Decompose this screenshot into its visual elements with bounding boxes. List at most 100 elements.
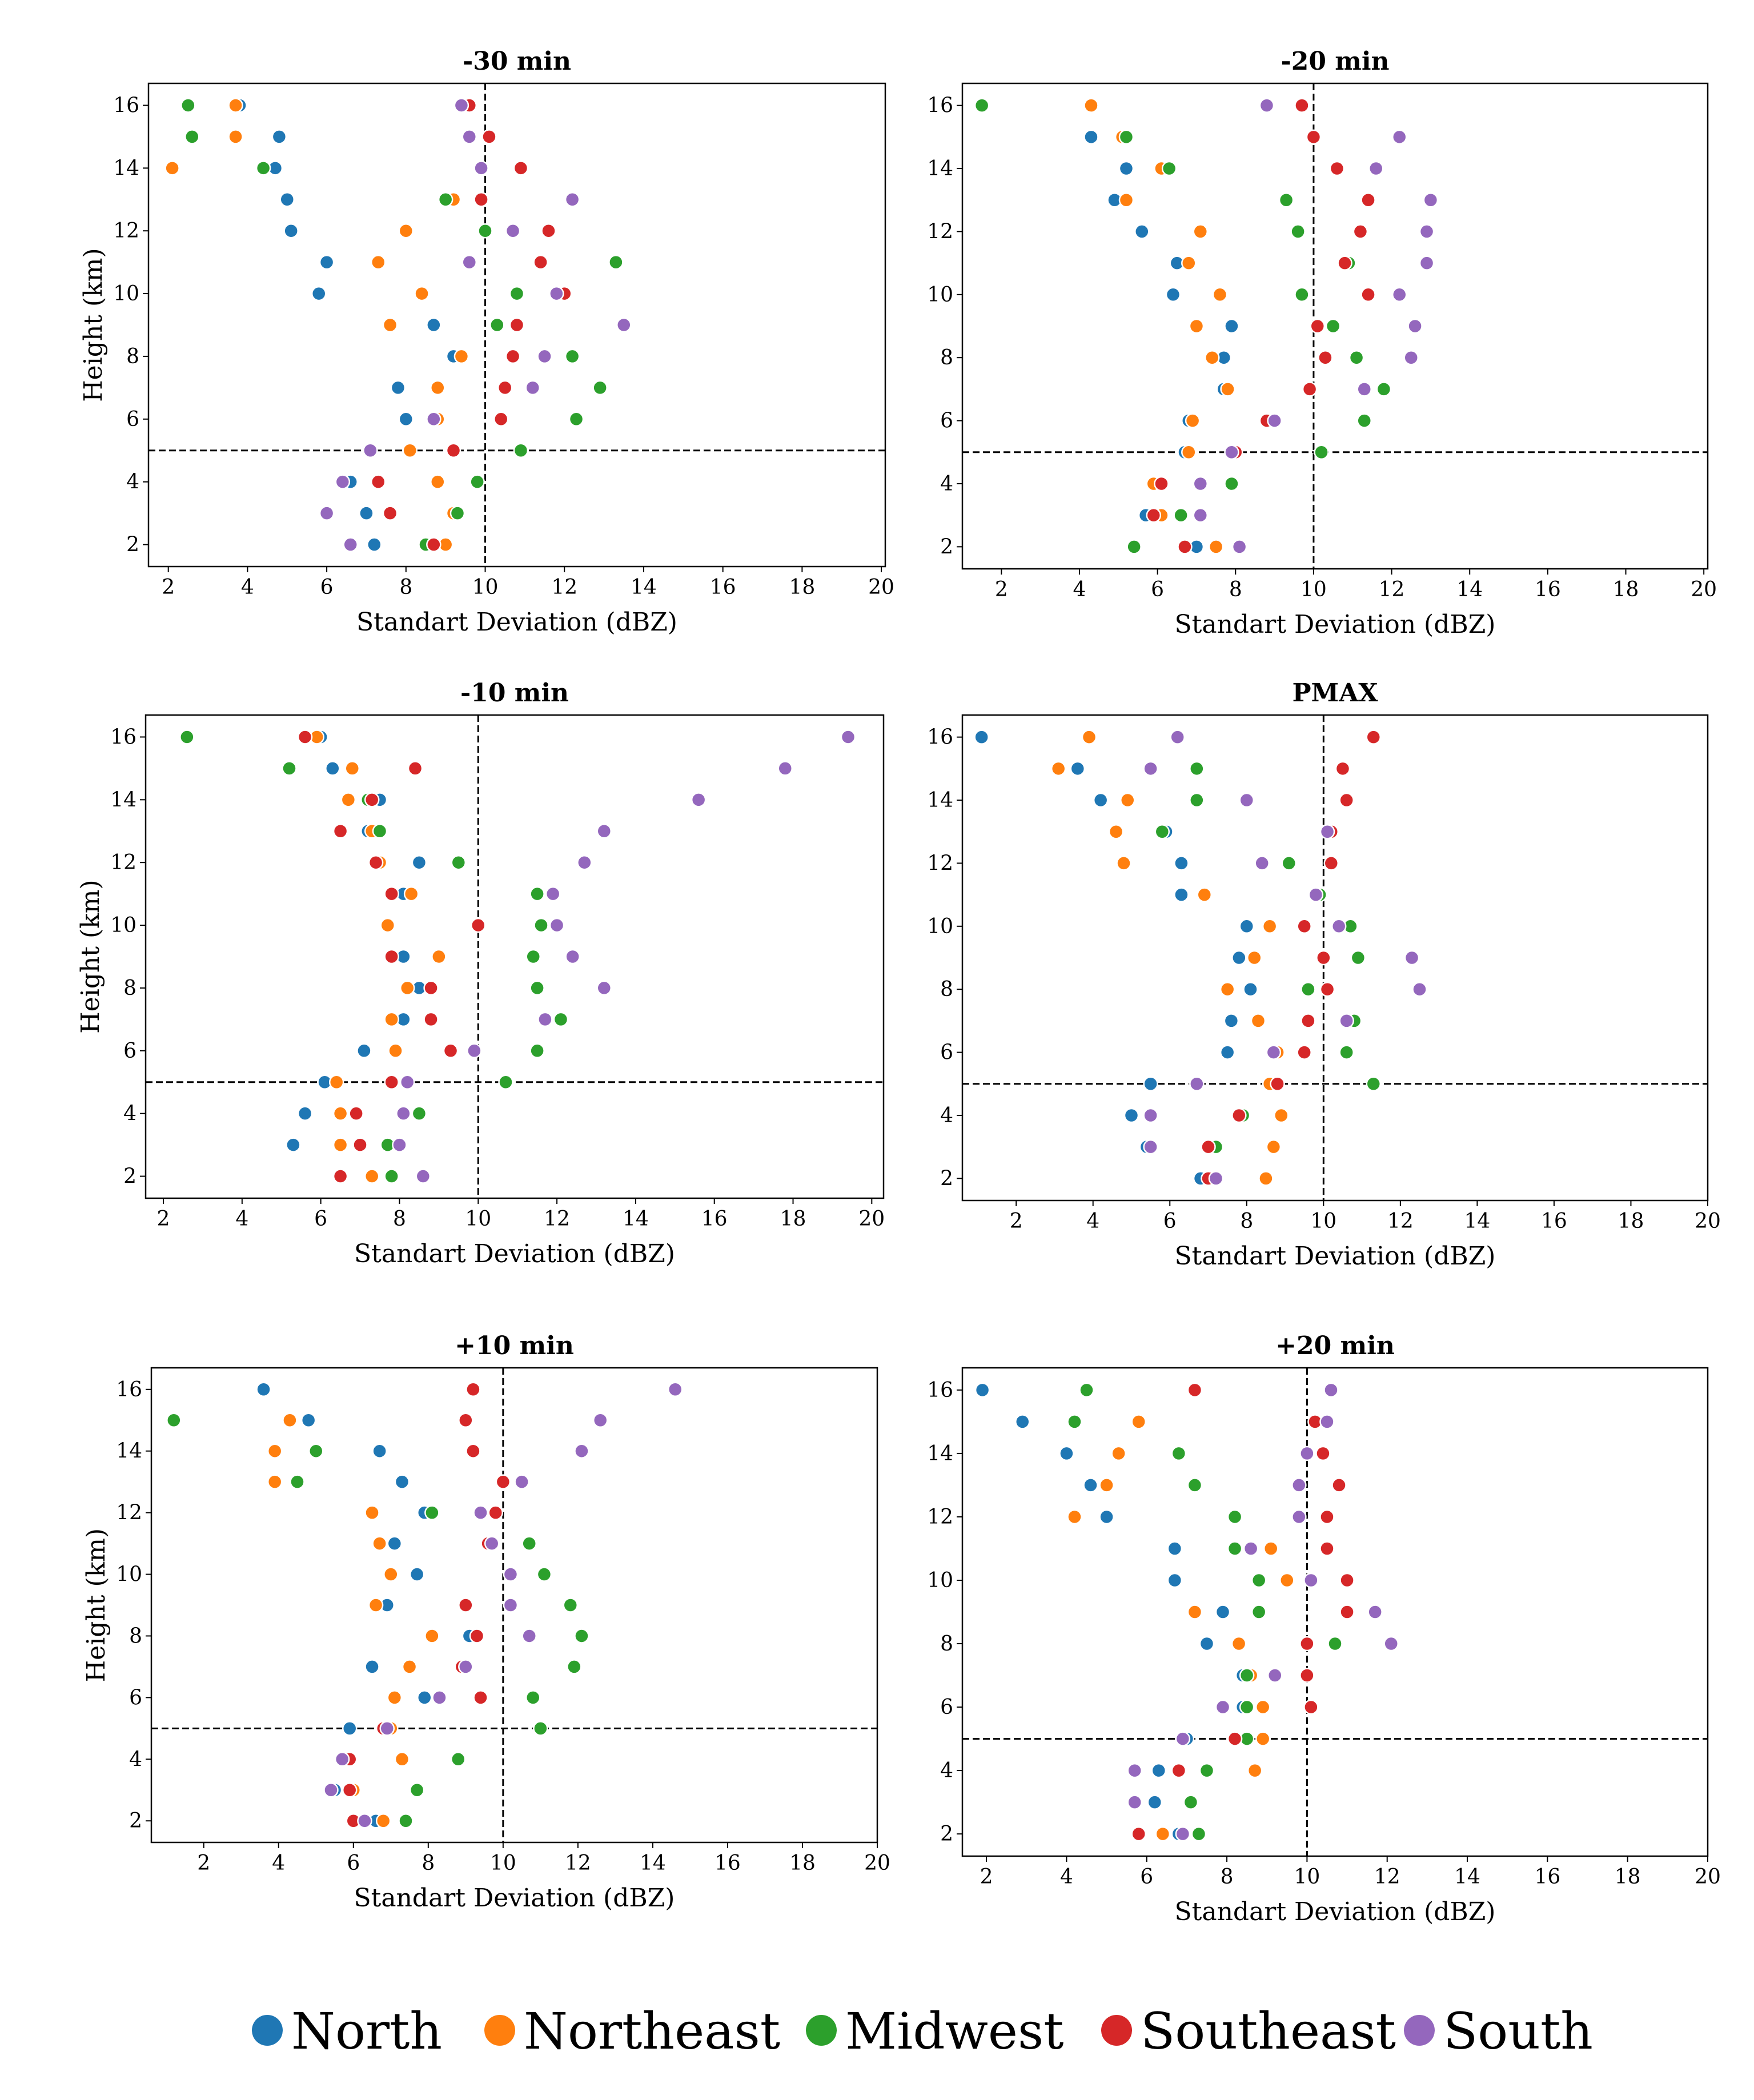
point-southeast	[469, 1628, 485, 1644]
point-north	[1151, 1762, 1167, 1778]
point-midwest	[529, 886, 545, 902]
point-southeast	[348, 1106, 364, 1121]
x-axis-label: Standart Deviation (dBZ)	[1175, 1242, 1496, 1271]
point-northeast	[1050, 761, 1066, 777]
point-north	[356, 1043, 372, 1059]
point-north	[1167, 1541, 1183, 1556]
x-tick-label: 20	[864, 1852, 890, 1875]
y-tick-label: 8	[129, 1624, 142, 1648]
point-north	[417, 1690, 432, 1705]
panel-4: +10 min 2 4 6 8 10 12 14 16 18 20 2 4 6 8 10 12 14 16 Stand…	[82, 1331, 890, 1913]
point-south	[1419, 224, 1435, 239]
point-north	[1147, 1794, 1163, 1810]
panel-5: +20 min 2 4 6 8 10 12 14 16 18 20 2 4 6 8 10 12 14 16 Stand…	[927, 1331, 1721, 1926]
point-midwest	[372, 824, 388, 839]
x-tick-label: 12	[1379, 578, 1405, 601]
point-northeast	[344, 761, 360, 776]
point-midwest	[1067, 1414, 1082, 1430]
point-south	[473, 160, 489, 176]
axes-frame	[145, 714, 885, 1199]
point-south	[1299, 1445, 1315, 1461]
point-northeast	[282, 1412, 298, 1428]
point-northeast	[332, 1137, 348, 1153]
x-tick-label: 8	[422, 1852, 435, 1875]
point-midwest	[1171, 1445, 1187, 1461]
point-southeast	[1315, 1445, 1331, 1461]
point-south	[426, 411, 441, 427]
x-tick-label: 8	[393, 1207, 406, 1231]
point-northeast	[1247, 1762, 1263, 1778]
point-south	[1143, 1107, 1158, 1123]
point-north	[372, 1443, 387, 1459]
x-tick-label: 14	[1464, 1210, 1490, 1233]
point-northeast	[1255, 1731, 1271, 1746]
legend-label-south: South	[1443, 2002, 1593, 2061]
point-midwest	[451, 854, 467, 870]
y-tick-label: 2	[940, 1822, 953, 1846]
y-tick-label: 12	[927, 1505, 953, 1529]
x-tick-label: 2	[157, 1207, 170, 1231]
point-midwest	[1239, 1699, 1255, 1715]
point-north	[1239, 918, 1255, 934]
point-south	[1193, 507, 1209, 523]
x-tick-label: 18	[1615, 1865, 1641, 1889]
point-south	[1127, 1762, 1142, 1778]
point-northeast	[1118, 192, 1134, 208]
point-northeast	[1263, 1541, 1279, 1556]
point-north	[409, 1567, 425, 1582]
y-tick-label: 6	[940, 1696, 953, 1719]
point-southeast	[407, 761, 423, 776]
x-tick-label: 12	[544, 1207, 570, 1231]
point-south	[319, 505, 335, 521]
y-tick-label: 4	[126, 471, 139, 494]
point-north	[1215, 1604, 1231, 1620]
point-south	[1291, 1509, 1307, 1525]
point-midwest	[1187, 1477, 1203, 1493]
point-midwest	[290, 1474, 305, 1489]
point-north	[411, 854, 427, 870]
point-south	[549, 917, 565, 933]
point-midwest	[1227, 1509, 1243, 1525]
x-tick-label: 14	[623, 1207, 649, 1231]
point-south	[505, 223, 521, 239]
point-south	[473, 1505, 488, 1520]
point-southeast	[1201, 1139, 1216, 1155]
point-northeast	[384, 1011, 399, 1027]
x-tick-label: 2	[197, 1852, 210, 1875]
point-south	[1259, 98, 1275, 113]
point-northeast	[267, 1443, 283, 1459]
panel-title: +20 min	[1275, 1331, 1395, 1360]
point-southeast	[1316, 950, 1331, 966]
point-southeast	[509, 317, 525, 333]
x-tick-label: 18	[789, 1852, 816, 1875]
point-midwest	[529, 1043, 545, 1059]
point-north	[342, 1721, 358, 1736]
point-midwest	[282, 761, 297, 776]
point-southeast	[1303, 1699, 1319, 1715]
point-midwest	[1327, 1636, 1343, 1652]
point-north	[1174, 856, 1189, 871]
y-tick-label: 4	[940, 472, 953, 496]
y-tick-label: 16	[113, 94, 139, 117]
x-tick-label: 8	[1240, 1210, 1253, 1233]
point-north	[311, 286, 327, 302]
point-south	[1267, 1668, 1283, 1683]
x-tick-label: 20	[1691, 578, 1717, 601]
point-midwest	[536, 1567, 552, 1582]
point-north	[279, 192, 295, 207]
point-south	[1404, 950, 1420, 966]
point-midwest	[608, 254, 624, 270]
point-midwest	[438, 192, 453, 207]
point-midwest	[1278, 192, 1294, 208]
point-midwest	[1251, 1572, 1267, 1588]
point-southeast	[465, 1382, 481, 1398]
point-south	[691, 792, 707, 808]
point-midwest	[1161, 160, 1177, 176]
point-south	[667, 1382, 683, 1398]
legend-marker-south	[1404, 2015, 1435, 2046]
point-north	[1165, 287, 1181, 303]
point-south	[343, 537, 358, 552]
y-tick-label: 14	[927, 789, 953, 812]
point-southeast	[1154, 476, 1169, 492]
